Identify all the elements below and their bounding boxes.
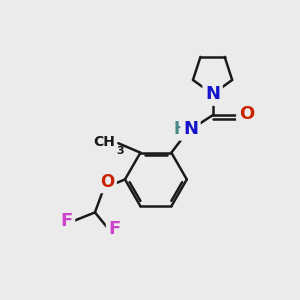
Text: N: N [205,85,220,103]
Text: O: O [100,173,114,191]
Text: F: F [109,220,121,238]
Text: 3: 3 [116,146,124,156]
Text: CH: CH [93,135,115,149]
Text: O: O [239,105,254,123]
Text: N: N [183,120,198,138]
Text: H: H [173,120,187,138]
Text: F: F [60,212,73,230]
